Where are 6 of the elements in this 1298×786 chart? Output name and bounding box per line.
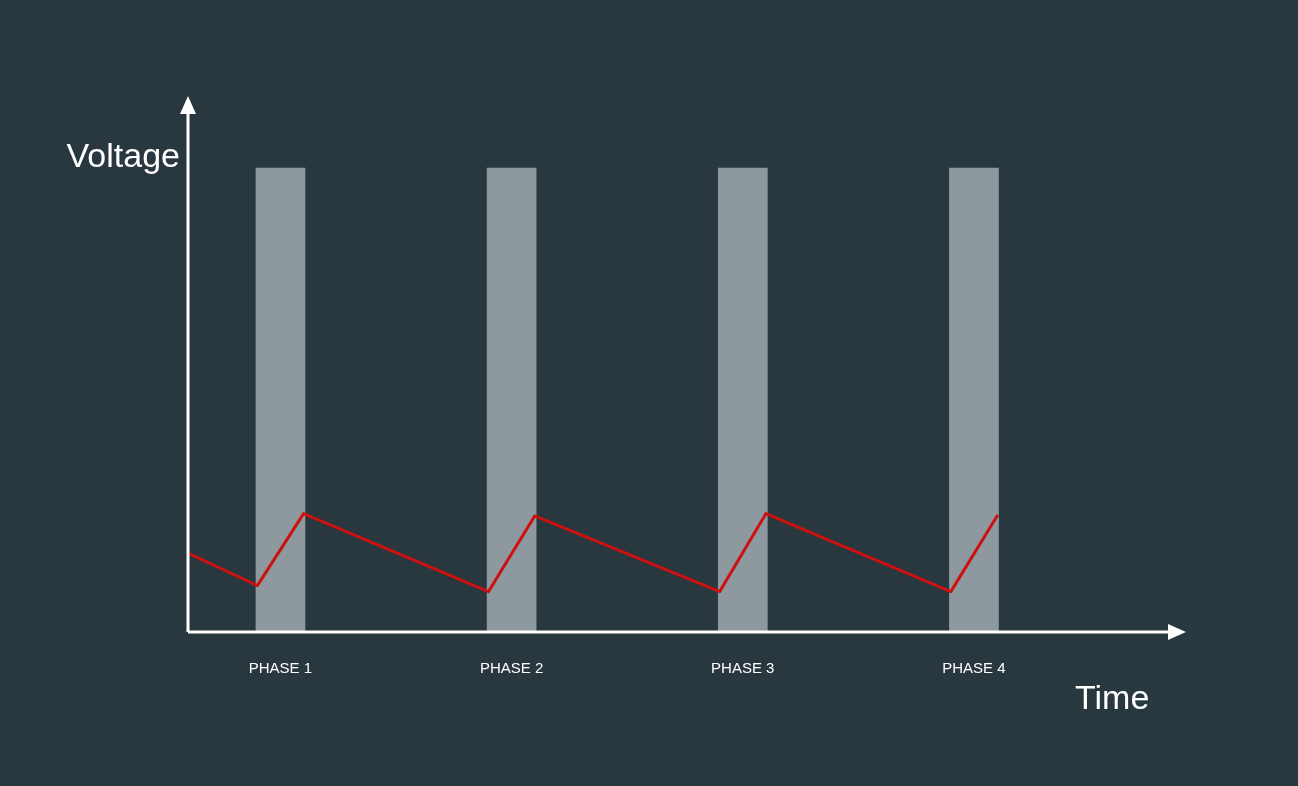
x-tick-label: PHASE 2 [479,659,544,677]
y-axis-title: Voltage [66,136,180,175]
x-tick-label: PHASE 4 [942,659,1006,677]
x-tick-label: PHASE 3 [711,659,775,677]
x-axis-title: Time [1075,678,1150,717]
x-tick-label: PHASE 1 [248,659,313,677]
